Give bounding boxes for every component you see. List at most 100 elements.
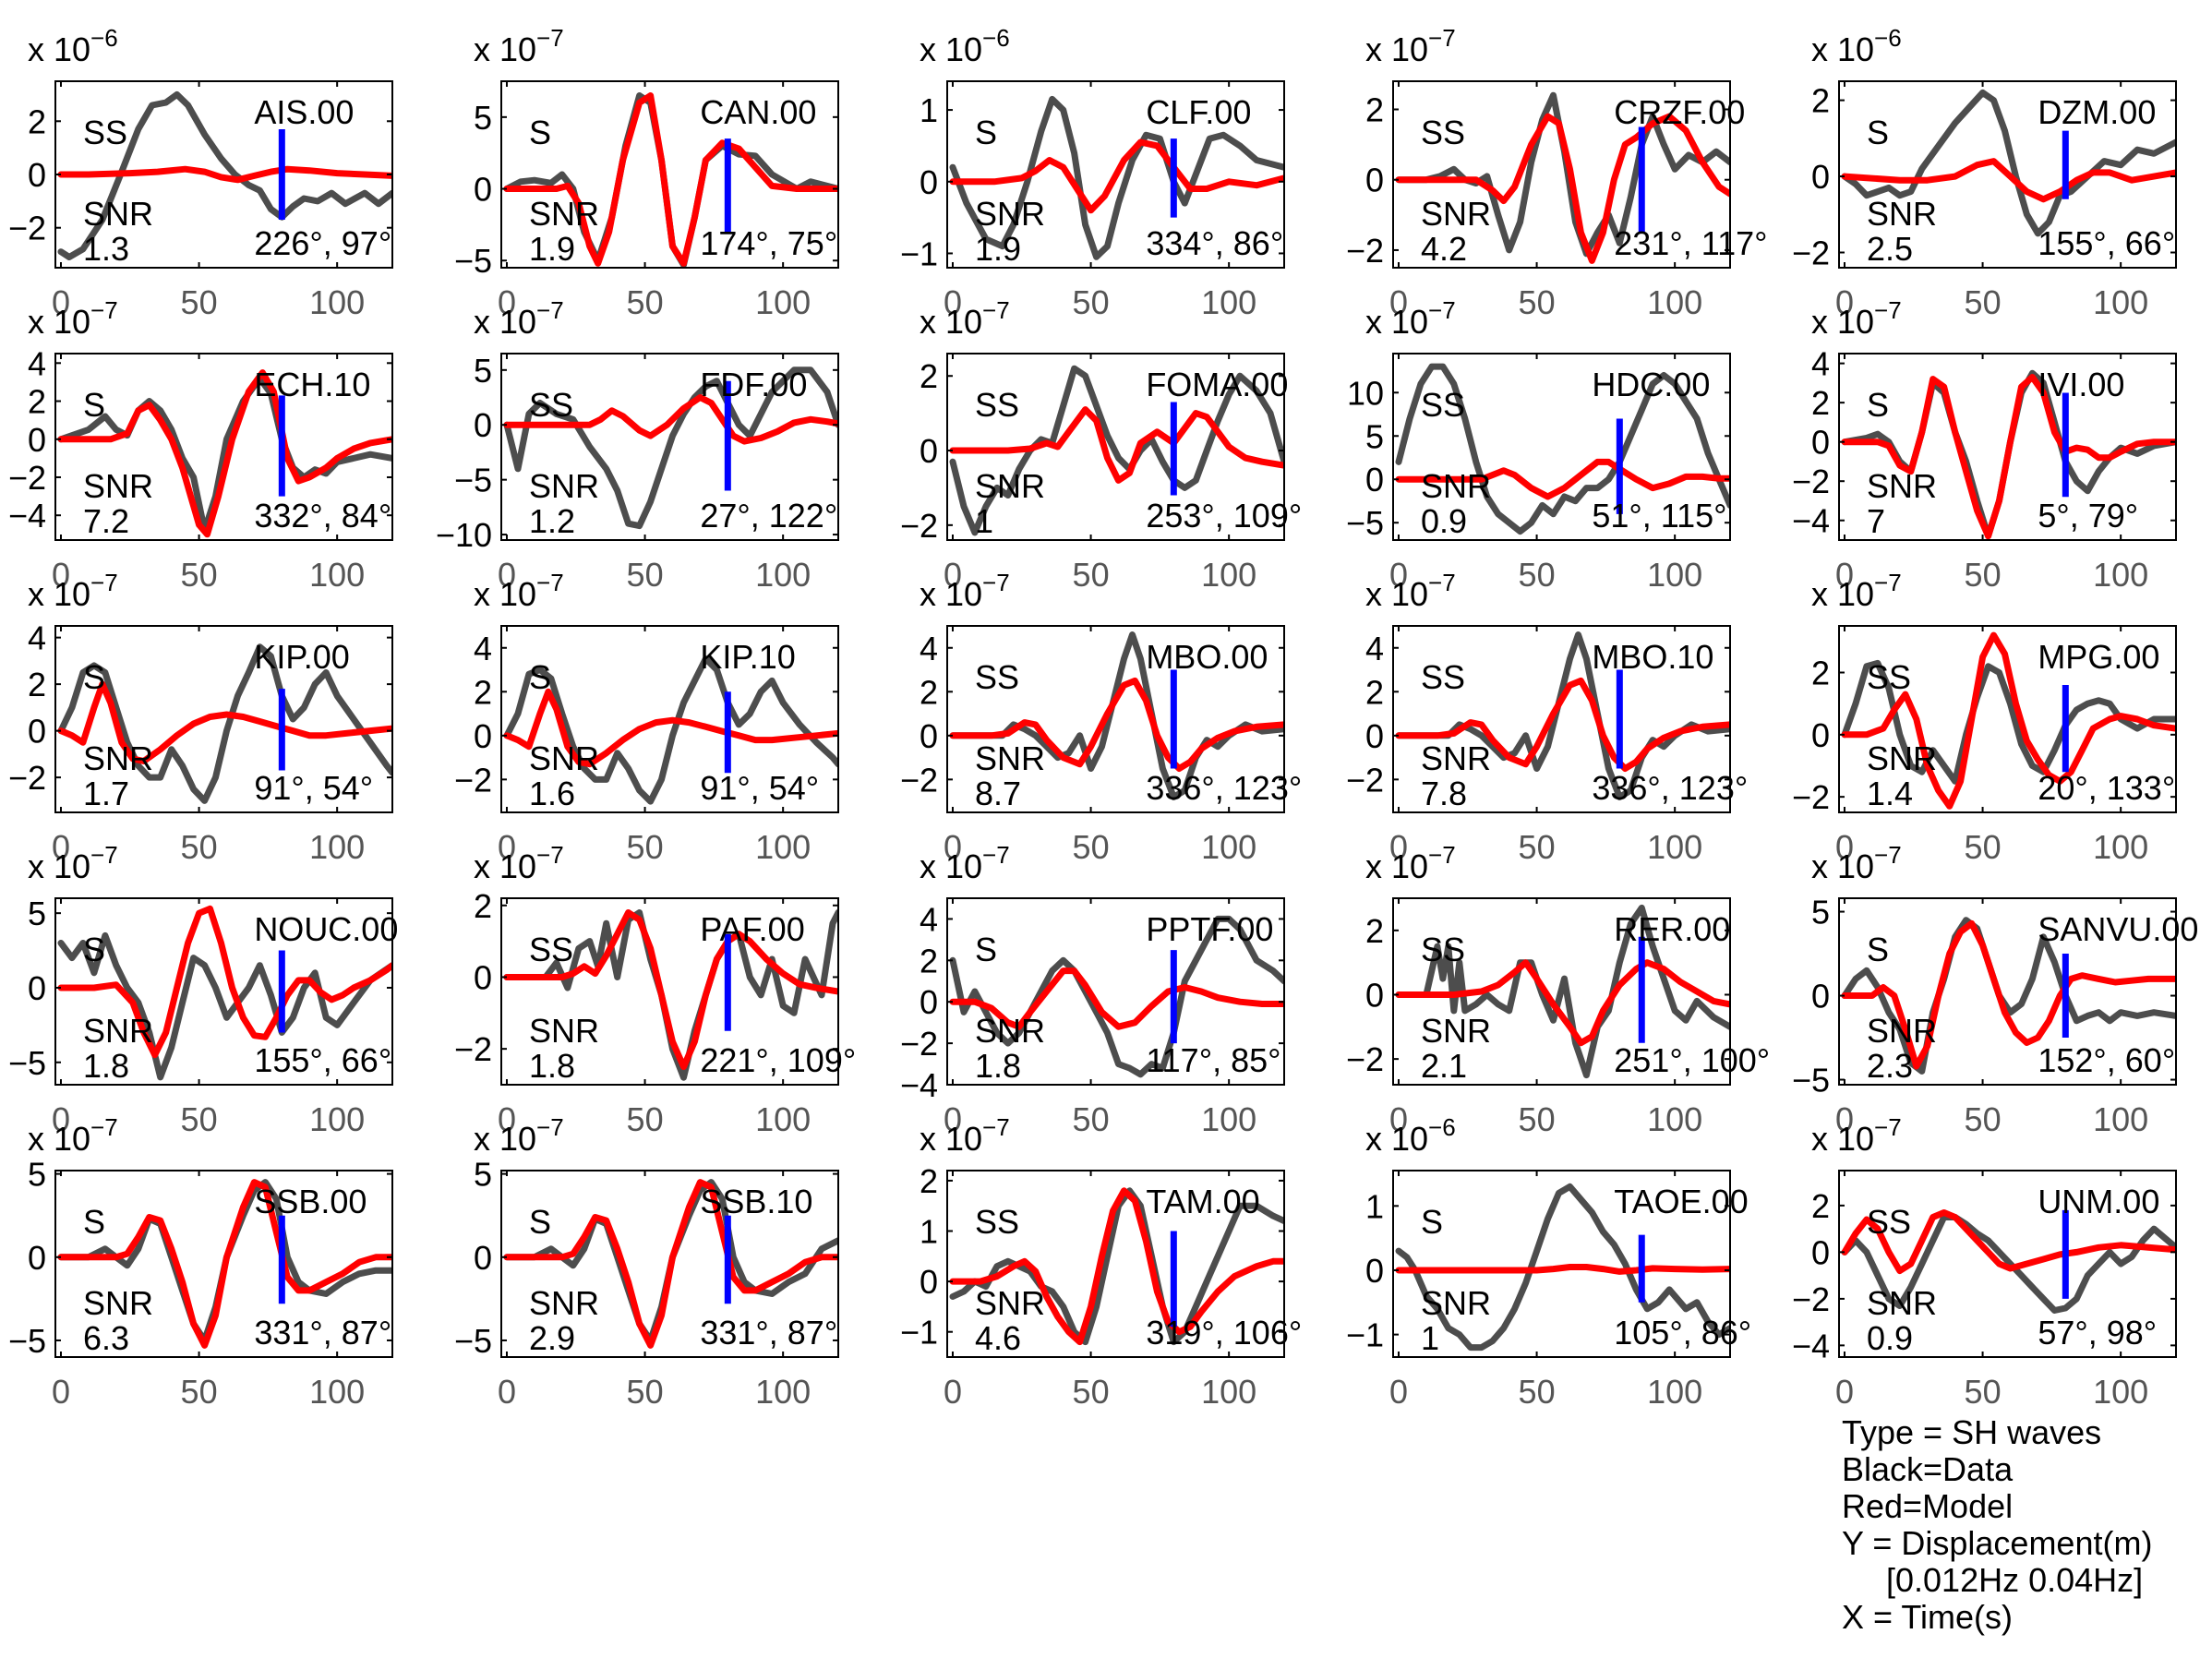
model-trace [1841, 374, 2176, 540]
y-exponent-label: x 10−6 [1365, 1113, 1456, 1158]
y-tick-label: 2 [920, 942, 938, 979]
y-tick-label: 4 [1811, 345, 1830, 383]
snr-label: SNR [975, 1012, 1045, 1050]
x-tick-label: 0 [1389, 1373, 1408, 1411]
y-tick-label: 2 [28, 102, 46, 140]
x-tick-label: 100 [2093, 1100, 2148, 1138]
snr-label: SNR [83, 1012, 153, 1050]
y-tick-label: −2 [1792, 234, 1830, 272]
snr-label: SNR [1421, 739, 1491, 777]
data-trace [949, 95, 1284, 260]
y-tick-label: −4 [1792, 1327, 1830, 1364]
model-trace [1395, 959, 1730, 1047]
x-tick-label: 0 [1835, 556, 1854, 594]
y-tick-label: −10 [436, 516, 492, 554]
snr-value: 7.2 [83, 502, 129, 540]
data-trace [503, 366, 838, 530]
x-tick-label: 100 [2093, 1373, 2148, 1411]
snr-value: 7 [1867, 502, 1885, 540]
x-tick-label: 100 [1647, 1100, 1702, 1138]
station-label: SANVU.00 [2038, 910, 2198, 948]
x-tick-label: 100 [1647, 556, 1702, 594]
x-tick-label: 100 [309, 1373, 365, 1411]
station-label: CLF.00 [1146, 93, 1251, 131]
snr-label: SNR [83, 467, 153, 505]
y-tick-label: 0 [1365, 162, 1384, 199]
model-trace [949, 138, 1284, 214]
y-tick-label: −2 [8, 210, 46, 247]
y-tick-label: −1 [900, 234, 938, 272]
y-exponent-label: x 10−7 [1811, 841, 1902, 885]
model-trace [1395, 677, 1730, 772]
phase-label: S [975, 931, 997, 968]
snr-value: 4.2 [1421, 230, 1467, 268]
y-tick-label: 10 [1347, 374, 1384, 412]
y-tick-label: −2 [1346, 761, 1384, 799]
y-tick-label: 0 [1811, 978, 1830, 1015]
y-tick-label: 5 [474, 99, 492, 137]
y-tick-label: −2 [8, 759, 46, 797]
x-tick-label: 50 [1965, 556, 2002, 594]
legend-type: Type = SH waves [1842, 1413, 2102, 1451]
y-tick-label: 2 [28, 383, 46, 421]
phase-label: SS [975, 658, 1019, 696]
axes-box [1838, 1170, 2177, 1358]
model-trace [503, 92, 838, 267]
station-label: PPTF.00 [1146, 910, 1273, 948]
y-exponent-label: x 10−7 [474, 1113, 564, 1158]
x-tick-label: 100 [2093, 556, 2148, 594]
legend-band: [0.012Hz 0.04Hz] [1886, 1561, 2144, 1599]
azimuth-takeoff-label: 155°, 66° [2038, 224, 2175, 262]
x-tick-label: 100 [755, 556, 811, 594]
y-tick-label: −5 [8, 1322, 46, 1360]
phase-label: SS [975, 386, 1019, 424]
y-tick-label: −4 [900, 1066, 938, 1104]
x-tick-label: 50 [1073, 1373, 1110, 1411]
snr-value: 1.9 [975, 230, 1021, 268]
x-tick-label: 0 [1835, 828, 1854, 866]
x-tick-label: 0 [52, 283, 70, 321]
azimuth-takeoff-label: 331°, 87° [254, 1314, 391, 1352]
snr-label: SNR [1421, 467, 1491, 505]
y-tick-label: −2 [1792, 463, 1830, 500]
y-tick-label: 0 [1811, 424, 1830, 462]
axes-box [54, 625, 393, 813]
y-tick-label: 2 [1811, 655, 1830, 692]
y-tick-label: 0 [1811, 716, 1830, 754]
x-tick-label: 50 [1073, 283, 1110, 321]
azimuth-takeoff-label: 20°, 133° [2038, 769, 2175, 807]
legend-data: Black=Data [1842, 1450, 2014, 1488]
y-tick-label: 2 [1365, 673, 1384, 711]
y-tick-label: 4 [28, 344, 46, 382]
axes-box [500, 897, 839, 1086]
azimuth-takeoff-label: 251°, 100° [1614, 1041, 1770, 1079]
axes-box [1392, 1170, 1731, 1358]
phase-label: S [529, 1203, 551, 1241]
station-label: TAOE.00 [1614, 1183, 1748, 1220]
x-tick-label: 50 [1073, 1100, 1110, 1138]
axes-box [1392, 353, 1731, 541]
phase-label: S [83, 658, 105, 696]
y-tick-label: −2 [1792, 778, 1830, 816]
phase-label: SS [1867, 1203, 1911, 1241]
station-label: MPG.00 [2038, 638, 2159, 676]
phase-label: SS [1421, 931, 1465, 968]
x-tick-label: 50 [1519, 1373, 1556, 1411]
axes-box [1838, 80, 2177, 269]
x-tick-label: 100 [1201, 828, 1256, 866]
y-exponent-label: x 10−7 [1365, 296, 1456, 341]
phase-label: S [83, 386, 105, 424]
y-exponent-label: x 10−7 [1365, 841, 1456, 885]
snr-label: SNR [529, 1012, 599, 1050]
y-tick-label: −4 [1792, 502, 1830, 540]
legend-x-axis: X = Time(s) [1842, 1598, 2014, 1636]
azimuth-takeoff-label: 253°, 109° [1146, 497, 1302, 535]
model-trace [1395, 113, 1730, 264]
snr-label: SNR [975, 1284, 1045, 1322]
legend-model: Red=Model [1842, 1487, 2014, 1525]
